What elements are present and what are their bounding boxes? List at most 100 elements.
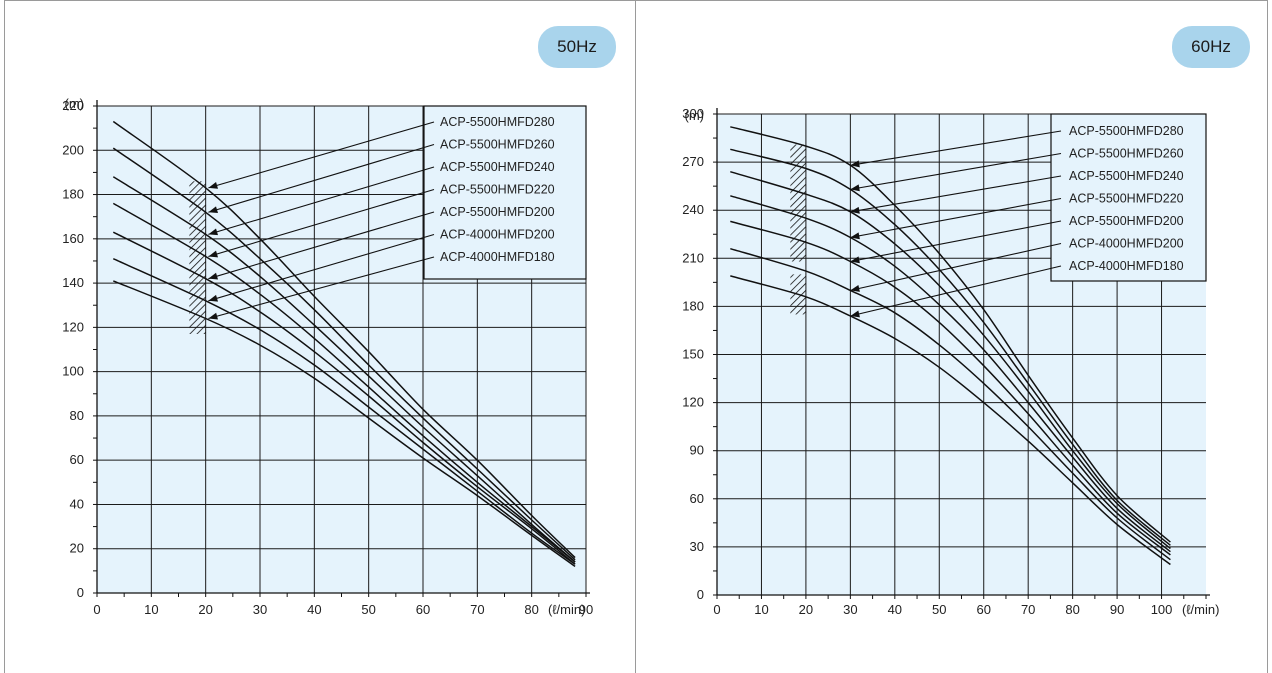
legend-arrowhead: [208, 294, 219, 302]
y-tick-label: 140: [62, 275, 84, 290]
performance-curve: [112, 258, 576, 565]
performance-curve: [730, 148, 1171, 546]
legend-label: ACP-5500HMFD240: [1069, 169, 1184, 183]
y-tick-label: 0: [77, 585, 84, 600]
x-tick-label: 30: [843, 602, 857, 617]
legend-leader-line: [208, 188, 435, 258]
y-tick-label: 80: [70, 408, 84, 423]
legend-arrowhead: [850, 284, 860, 292]
legend-label: ACP-5500HMFD260: [1069, 147, 1184, 161]
x-tick-label: 50: [932, 602, 946, 617]
performance-curve: [112, 176, 576, 563]
x-tick-label: 80: [524, 602, 538, 617]
x-tick-label: 20: [198, 602, 212, 617]
legend-leader-line: [208, 121, 435, 189]
x-tick-label: 10: [754, 602, 768, 617]
x-tick-label: 70: [470, 602, 484, 617]
legend-leader-line: [208, 143, 435, 213]
legend-arrowhead: [208, 228, 219, 236]
legend-arrowhead: [208, 272, 219, 280]
legend-label: ACP-5500HMFD200: [440, 205, 555, 219]
y-tick-label: 180: [62, 187, 84, 202]
legend-leader-line: [850, 242, 1062, 291]
legend-arrowhead: [850, 310, 860, 318]
y-tick-label: 180: [682, 298, 704, 313]
legend-box: [1050, 113, 1207, 282]
legend-leader-line: [850, 197, 1062, 238]
x-tick-label: 90: [1110, 602, 1124, 617]
legend-arrowhead: [208, 312, 218, 320]
legend-label: ACP-5500HMFD220: [440, 183, 555, 197]
y-axis-unit-label: (m): [685, 108, 705, 123]
performance-curve: [730, 247, 1171, 561]
x-tick-label: 10: [144, 602, 158, 617]
legend-arrowhead: [208, 182, 219, 189]
performance-curve: [730, 275, 1171, 566]
legend-arrowhead: [850, 184, 860, 192]
legend-label: ACP-4000HMFD180: [440, 250, 555, 264]
x-tick-label: 50: [361, 602, 375, 617]
x-tick-label: 70: [1021, 602, 1035, 617]
legend-label: ACP-5500HMFD280: [1069, 124, 1184, 138]
legend-label: ACP-4000HMFD200: [440, 228, 555, 242]
legend-leader-line: [850, 220, 1062, 263]
legend-label: ACP-5500HMFD220: [1069, 192, 1184, 206]
y-tick-label: 20: [70, 541, 84, 556]
legend-leader-line: [208, 211, 435, 280]
operating-range-hatch: [790, 144, 806, 262]
legend-label: ACP-4000HMFD180: [1069, 259, 1184, 273]
performance-curve: [730, 195, 1171, 553]
y-tick-label: 240: [682, 202, 704, 217]
legend-leader-line: [208, 233, 435, 302]
legend-arrowhead: [850, 232, 860, 240]
y-tick-label: 60: [70, 452, 84, 467]
panel-60hz-frame: [636, 0, 1268, 673]
y-tick-label: 100: [62, 364, 84, 379]
y-tick-label: 60: [690, 491, 704, 506]
legend-leader-line: [208, 256, 435, 320]
performance-curve: [113, 280, 576, 568]
performance-curve: [730, 170, 1171, 550]
y-tick-label: 0: [697, 587, 704, 602]
legend-leader-line: [850, 175, 1062, 213]
legend-label: ACP-4000HMFD200: [1069, 237, 1184, 251]
x-axis-unit-label: (ℓ/min): [1182, 602, 1219, 617]
legend-arrowhead: [208, 250, 219, 258]
y-tick-label: 40: [70, 496, 84, 511]
x-tick-label: 60: [976, 602, 990, 617]
legend-arrowhead: [850, 160, 860, 168]
x-axis-unit-label: (ℓ/min): [548, 602, 585, 617]
legend-arrowhead: [850, 206, 860, 214]
frequency-badge-50hz: 50Hz: [538, 26, 616, 68]
pump-curve-chart-50hz: 0 10 20 30 40 50 60 70 80 90 0 20 40 60 80 100 120 140 160…: [62, 96, 593, 617]
y-tick-label: 300: [682, 106, 704, 121]
panel-50hz-frame: [4, 0, 636, 673]
x-tick-label: 100: [1151, 602, 1173, 617]
legend-leader-line: [850, 130, 1062, 166]
y-tick-label: 120: [62, 319, 84, 334]
x-tick-label: 30: [253, 602, 267, 617]
performance-curve: [112, 120, 576, 559]
x-tick-label: 20: [799, 602, 813, 617]
pump-curve-chart-60hz: 0 10 20 30 40 50 60 70 80 90 100 0 30 60 90 120 150 180 21…: [682, 106, 1219, 617]
legend-label: ACP-5500HMFD280: [440, 115, 555, 129]
x-tick-label: 80: [1065, 602, 1079, 617]
performance-curve: [112, 147, 576, 561]
operating-range-hatch: [189, 181, 206, 335]
legend-label: ACP-5500HMFD240: [440, 160, 555, 174]
legend-leader-line: [208, 166, 435, 235]
legend-box: [423, 105, 587, 280]
performance-curve: [730, 126, 1171, 543]
legend-label: ACP-5500HMFD200: [1069, 214, 1184, 228]
performance-curve: [730, 220, 1171, 556]
y-axis-unit-label: (m): [65, 96, 85, 111]
y-tick-label: 160: [62, 231, 84, 246]
x-tick-label: 90: [579, 602, 593, 617]
x-tick-label: 0: [93, 602, 100, 617]
y-tick-label: 30: [690, 539, 704, 554]
legend-leader-line: [850, 152, 1062, 190]
legend-arrowhead: [208, 206, 219, 214]
performance-curve: [112, 202, 576, 563]
y-tick-label: 270: [682, 154, 704, 169]
x-tick-label: 0: [713, 602, 720, 617]
